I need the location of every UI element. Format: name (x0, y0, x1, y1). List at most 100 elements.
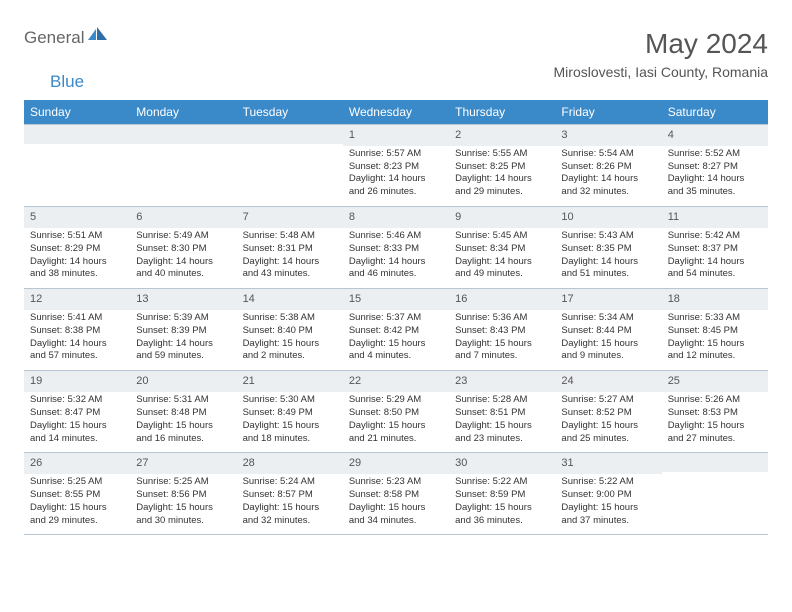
daylight-line: Daylight: 14 hours and 57 minutes. (30, 338, 124, 364)
sunrise-line: Sunrise: 5:38 AM (243, 312, 337, 325)
day-number: 2 (449, 125, 555, 146)
daylight-line: Daylight: 15 hours and 21 minutes. (349, 420, 443, 446)
day-cell: 3Sunrise: 5:54 AMSunset: 8:26 PMDaylight… (555, 125, 661, 207)
day-cell: 11Sunrise: 5:42 AMSunset: 8:37 PMDayligh… (662, 207, 768, 289)
day-cell: 1Sunrise: 5:57 AMSunset: 8:23 PMDaylight… (343, 125, 449, 207)
daylight-line: Daylight: 15 hours and 25 minutes. (561, 420, 655, 446)
day-cell: 17Sunrise: 5:34 AMSunset: 8:44 PMDayligh… (555, 289, 661, 371)
sunset-line: Sunset: 8:59 PM (455, 489, 549, 502)
daylight-line: Daylight: 15 hours and 18 minutes. (243, 420, 337, 446)
day-content: Sunrise: 5:52 AMSunset: 8:27 PMDaylight:… (662, 146, 768, 206)
sunset-line: Sunset: 8:39 PM (136, 325, 230, 338)
sunrise-line: Sunrise: 5:25 AM (136, 476, 230, 489)
sunset-line: Sunset: 8:56 PM (136, 489, 230, 502)
sunset-line: Sunset: 8:34 PM (455, 243, 549, 256)
daylight-line: Daylight: 14 hours and 29 minutes. (455, 173, 549, 199)
day-content: Sunrise: 5:30 AMSunset: 8:49 PMDaylight:… (237, 392, 343, 452)
sunset-line: Sunset: 8:29 PM (30, 243, 124, 256)
day-number: 26 (24, 453, 130, 474)
daylight-line: Daylight: 14 hours and 35 minutes. (668, 173, 762, 199)
calendar-table: Sunday Monday Tuesday Wednesday Thursday… (24, 100, 768, 535)
daylight-line: Daylight: 15 hours and 34 minutes. (349, 502, 443, 528)
logo-sail-icon (88, 27, 108, 46)
day-cell: 7Sunrise: 5:48 AMSunset: 8:31 PMDaylight… (237, 207, 343, 289)
sunrise-line: Sunrise: 5:39 AM (136, 312, 230, 325)
day-cell: 13Sunrise: 5:39 AMSunset: 8:39 PMDayligh… (130, 289, 236, 371)
day-number: 1 (343, 125, 449, 146)
sunset-line: Sunset: 8:26 PM (561, 161, 655, 174)
day-cell: 30Sunrise: 5:22 AMSunset: 8:59 PMDayligh… (449, 453, 555, 535)
sunrise-line: Sunrise: 5:42 AM (668, 230, 762, 243)
sunset-line: Sunset: 8:49 PM (243, 407, 337, 420)
day-cell: 18Sunrise: 5:33 AMSunset: 8:45 PMDayligh… (662, 289, 768, 371)
empty-day (130, 125, 236, 144)
daylight-line: Daylight: 14 hours and 49 minutes. (455, 256, 549, 282)
day-content: Sunrise: 5:28 AMSunset: 8:51 PMDaylight:… (449, 392, 555, 452)
daylight-line: Daylight: 15 hours and 30 minutes. (136, 502, 230, 528)
sunset-line: Sunset: 8:47 PM (30, 407, 124, 420)
sunset-line: Sunset: 8:35 PM (561, 243, 655, 256)
sunrise-line: Sunrise: 5:46 AM (349, 230, 443, 243)
logo-text-general: General (24, 28, 84, 48)
day-content: Sunrise: 5:24 AMSunset: 8:57 PMDaylight:… (237, 474, 343, 534)
weekday-header: Sunday (24, 100, 130, 125)
calendar-week-row: 19Sunrise: 5:32 AMSunset: 8:47 PMDayligh… (24, 371, 768, 453)
day-cell: 6Sunrise: 5:49 AMSunset: 8:30 PMDaylight… (130, 207, 236, 289)
day-number: 8 (343, 207, 449, 228)
sunset-line: Sunset: 8:27 PM (668, 161, 762, 174)
day-cell: 15Sunrise: 5:37 AMSunset: 8:42 PMDayligh… (343, 289, 449, 371)
day-content: Sunrise: 5:46 AMSunset: 8:33 PMDaylight:… (343, 228, 449, 288)
daylight-line: Daylight: 15 hours and 14 minutes. (30, 420, 124, 446)
sunset-line: Sunset: 8:44 PM (561, 325, 655, 338)
day-content: Sunrise: 5:49 AMSunset: 8:30 PMDaylight:… (130, 228, 236, 288)
day-cell: 29Sunrise: 5:23 AMSunset: 8:58 PMDayligh… (343, 453, 449, 535)
sunset-line: Sunset: 8:23 PM (349, 161, 443, 174)
weekday-header: Thursday (449, 100, 555, 125)
day-number: 19 (24, 371, 130, 392)
logo-text-blue: Blue (50, 72, 84, 91)
sunset-line: Sunset: 8:52 PM (561, 407, 655, 420)
sunrise-line: Sunrise: 5:51 AM (30, 230, 124, 243)
weekday-header: Monday (130, 100, 236, 125)
sunrise-line: Sunrise: 5:25 AM (30, 476, 124, 489)
sunrise-line: Sunrise: 5:41 AM (30, 312, 124, 325)
day-cell (237, 125, 343, 207)
day-content: Sunrise: 5:23 AMSunset: 8:58 PMDaylight:… (343, 474, 449, 534)
day-cell: 10Sunrise: 5:43 AMSunset: 8:35 PMDayligh… (555, 207, 661, 289)
page: General May 2024 Miroslovesti, Iasi Coun… (0, 0, 792, 553)
daylight-line: Daylight: 15 hours and 7 minutes. (455, 338, 549, 364)
sunset-line: Sunset: 8:37 PM (668, 243, 762, 256)
location: Miroslovesti, Iasi County, Romania (554, 64, 768, 80)
sunrise-line: Sunrise: 5:28 AM (455, 394, 549, 407)
daylight-line: Daylight: 15 hours and 4 minutes. (349, 338, 443, 364)
daylight-line: Daylight: 15 hours and 2 minutes. (243, 338, 337, 364)
day-number: 9 (449, 207, 555, 228)
sunrise-line: Sunrise: 5:57 AM (349, 148, 443, 161)
day-content: Sunrise: 5:43 AMSunset: 8:35 PMDaylight:… (555, 228, 661, 288)
daylight-line: Daylight: 15 hours and 16 minutes. (136, 420, 230, 446)
sunset-line: Sunset: 8:31 PM (243, 243, 337, 256)
empty-day (237, 125, 343, 144)
weekday-header: Tuesday (237, 100, 343, 125)
sunset-line: Sunset: 8:51 PM (455, 407, 549, 420)
sunrise-line: Sunrise: 5:26 AM (668, 394, 762, 407)
sunrise-line: Sunrise: 5:23 AM (349, 476, 443, 489)
calendar-week-row: 5Sunrise: 5:51 AMSunset: 8:29 PMDaylight… (24, 207, 768, 289)
day-content: Sunrise: 5:51 AMSunset: 8:29 PMDaylight:… (24, 228, 130, 288)
calendar-week-row: 12Sunrise: 5:41 AMSunset: 8:38 PMDayligh… (24, 289, 768, 371)
day-number: 7 (237, 207, 343, 228)
sunrise-line: Sunrise: 5:49 AM (136, 230, 230, 243)
day-cell: 5Sunrise: 5:51 AMSunset: 8:29 PMDaylight… (24, 207, 130, 289)
day-cell (662, 453, 768, 535)
day-number: 13 (130, 289, 236, 310)
day-number: 14 (237, 289, 343, 310)
day-content: Sunrise: 5:39 AMSunset: 8:39 PMDaylight:… (130, 310, 236, 370)
sunset-line: Sunset: 8:57 PM (243, 489, 337, 502)
day-number: 23 (449, 371, 555, 392)
day-cell: 9Sunrise: 5:45 AMSunset: 8:34 PMDaylight… (449, 207, 555, 289)
sunrise-line: Sunrise: 5:22 AM (455, 476, 549, 489)
day-content: Sunrise: 5:29 AMSunset: 8:50 PMDaylight:… (343, 392, 449, 452)
daylight-line: Daylight: 15 hours and 12 minutes. (668, 338, 762, 364)
weekday-header: Wednesday (343, 100, 449, 125)
daylight-line: Daylight: 15 hours and 9 minutes. (561, 338, 655, 364)
